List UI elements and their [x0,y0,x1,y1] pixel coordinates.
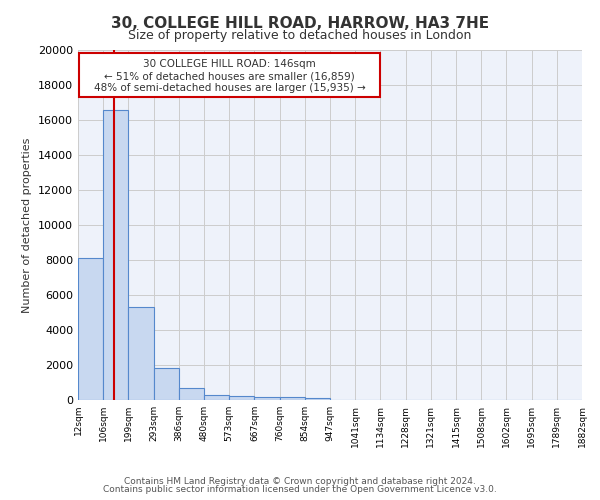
Y-axis label: Number of detached properties: Number of detached properties [22,138,32,312]
Text: Contains HM Land Registry data © Crown copyright and database right 2024.: Contains HM Land Registry data © Crown c… [124,477,476,486]
Bar [179,388,204,400]
Bar [78,258,103,400]
FancyBboxPatch shape [79,52,380,98]
Text: ← 51% of detached houses are smaller (16,859): ← 51% of detached houses are smaller (16… [104,71,355,81]
Bar [254,396,280,400]
Text: 30 COLLEGE HILL ROAD: 146sqm: 30 COLLEGE HILL ROAD: 146sqm [143,59,316,69]
Bar [128,307,154,400]
Bar [154,368,179,400]
Bar [103,110,128,400]
Text: Contains public sector information licensed under the Open Government Licence v3: Contains public sector information licen… [103,485,497,494]
Text: 48% of semi-detached houses are larger (15,935) →: 48% of semi-detached houses are larger (… [94,84,365,94]
Bar [229,396,254,400]
Text: Size of property relative to detached houses in London: Size of property relative to detached ho… [128,28,472,42]
Bar [305,398,330,400]
Bar [204,394,229,400]
Bar [280,397,305,400]
Text: 30, COLLEGE HILL ROAD, HARROW, HA3 7HE: 30, COLLEGE HILL ROAD, HARROW, HA3 7HE [111,16,489,31]
